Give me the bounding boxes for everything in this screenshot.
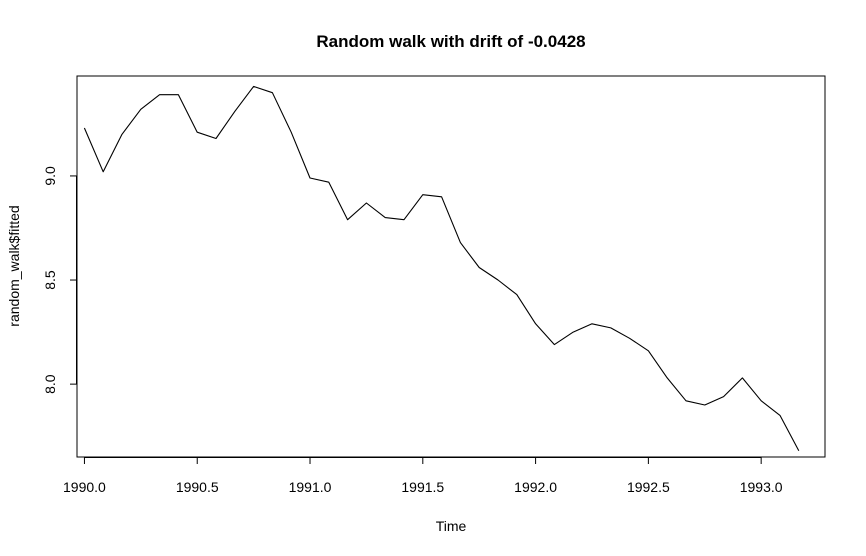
y-tick-label: 8.0 [42,374,58,394]
x-tick-label: 1991.5 [401,479,444,495]
x-axis-label: Time [436,518,467,534]
x-tick-label: 1990.0 [63,479,106,495]
x-tick-label: 1992.0 [514,479,557,495]
series-line [83,85,800,452]
y-tick-label: 8.5 [42,270,58,290]
x-tick-label: 1993.0 [740,479,783,495]
x-tick-label: 1990.5 [176,479,219,495]
y-tick-label: 9.0 [42,166,58,186]
y-axis-label: random_walk$fitted [6,205,22,326]
series-layer [83,85,800,452]
x-axis: 1990.0 1990.5 1991.0 1991.5 1992.0 1992.5 1993… [63,457,783,495]
y-axis: 8.0 8.5 9.0 [42,166,77,394]
x-tick-label: 1992.5 [627,479,670,495]
x-tick-label: 1991.0 [289,479,332,495]
chart-title: Random walk with drift of -0.0428 [316,32,585,51]
plot-frame [76,75,826,458]
